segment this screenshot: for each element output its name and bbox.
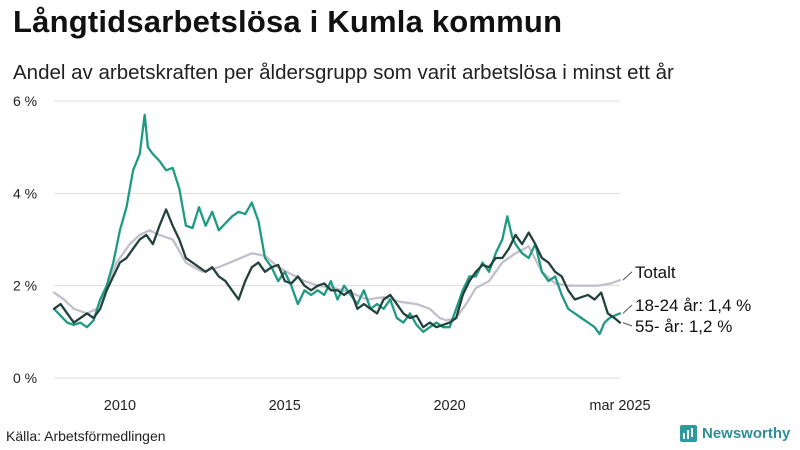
brand-logo: Newsworthy [680, 425, 790, 442]
y-tick-label: 6 % [13, 93, 37, 109]
series-end-label: 18-24 år: 1,4 % [635, 296, 751, 315]
x-tick-label: 2015 [269, 398, 301, 414]
series-end-label: 55- år: 1,2 % [635, 317, 732, 336]
y-tick-label: 2 % [13, 278, 37, 294]
newsworthy-logo-icon [680, 425, 697, 442]
end-label-connector [622, 271, 633, 281]
series-line [52, 113, 622, 336]
series-line [52, 208, 622, 329]
y-tick-label: 4 % [13, 185, 37, 201]
end-label-connector [622, 304, 633, 314]
x-tick-label: 2010 [104, 398, 136, 414]
source-note: Källa: Arbetsförmedlingen [6, 428, 166, 444]
end-label-connector [622, 322, 633, 327]
x-tick-label: 2020 [433, 398, 465, 414]
chart-subtitle: Andel av arbetskraften per åldersgrupp s… [13, 61, 674, 84]
series-end-label: Totalt [635, 263, 676, 282]
chart-title: Långtidsarbetslösa i Kumla kommun [13, 4, 563, 39]
x-tick-label: mar 2025 [589, 398, 650, 414]
y-tick-label: 0 % [13, 370, 37, 386]
brand-name: Newsworthy [702, 425, 791, 442]
